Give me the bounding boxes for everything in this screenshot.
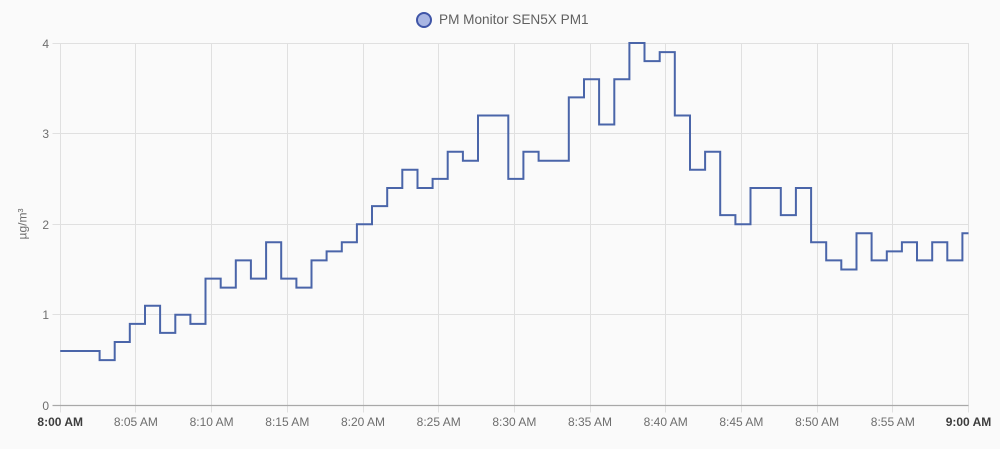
svg-text:8:05 AM: 8:05 AM [114,415,158,429]
svg-text:µg/m³: µg/m³ [16,209,30,240]
svg-text:8:45 AM: 8:45 AM [719,415,763,429]
svg-text:8:35 AM: 8:35 AM [568,415,612,429]
svg-text:4: 4 [42,37,49,51]
svg-text:8:40 AM: 8:40 AM [644,415,688,429]
svg-text:3: 3 [42,127,49,141]
svg-text:8:15 AM: 8:15 AM [265,415,309,429]
svg-text:0: 0 [42,399,49,413]
svg-text:8:20 AM: 8:20 AM [341,415,385,429]
svg-text:8:10 AM: 8:10 AM [190,415,234,429]
svg-text:PM Monitor SEN5X PM1: PM Monitor SEN5X PM1 [439,12,589,27]
svg-text:8:25 AM: 8:25 AM [417,415,461,429]
svg-text:8:00 AM: 8:00 AM [37,415,83,429]
svg-text:8:50 AM: 8:50 AM [795,415,839,429]
svg-text:9:00 AM: 9:00 AM [946,415,992,429]
svg-text:8:55 AM: 8:55 AM [871,415,915,429]
svg-text:1: 1 [42,308,49,322]
svg-text:2: 2 [42,218,49,232]
svg-text:8:30 AM: 8:30 AM [492,415,536,429]
